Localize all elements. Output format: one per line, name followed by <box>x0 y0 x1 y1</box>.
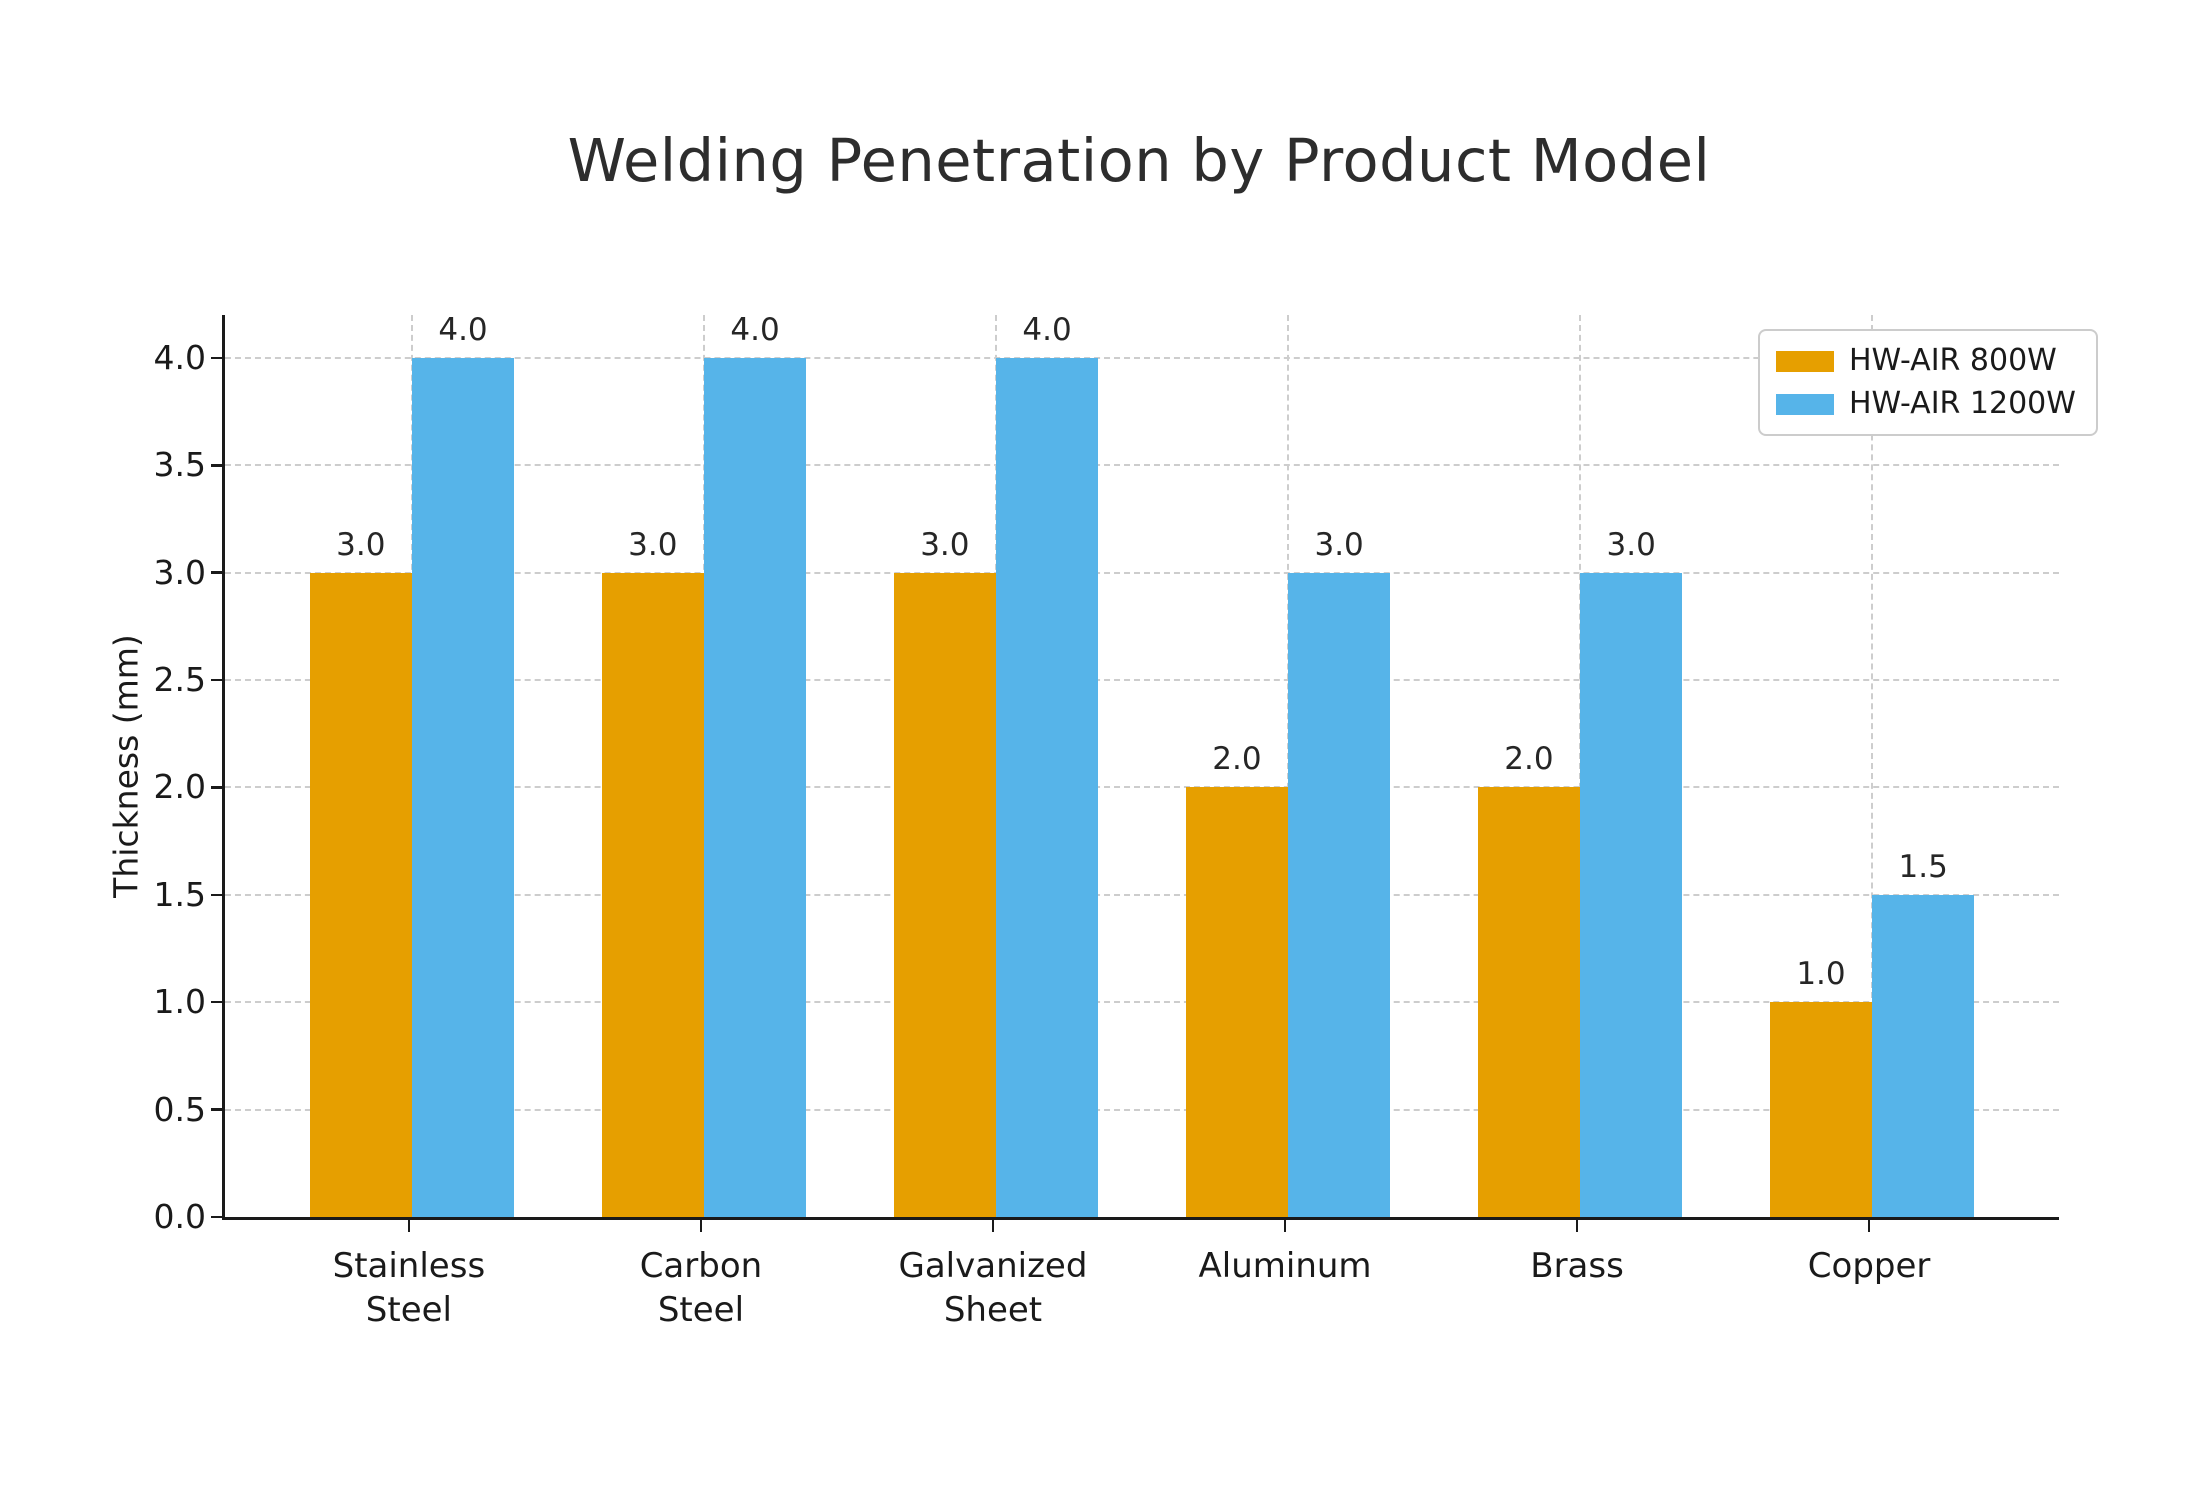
grid-line-horizontal <box>225 679 2059 682</box>
y-tick-label: 2.5 <box>153 660 206 700</box>
bar-value-label: 1.0 <box>1796 956 1846 993</box>
bar-value-label: 1.5 <box>1898 848 1948 885</box>
x-tick-label: Stainless Steel <box>332 1246 486 1330</box>
bar <box>1769 1002 1873 1217</box>
chart-title: Welding Penetration by Product Model <box>567 126 1711 195</box>
y-tick-label: 0.5 <box>153 1089 206 1129</box>
y-tick-label: 3.0 <box>153 552 206 592</box>
x-tick-label: Brass <box>1530 1246 1624 1286</box>
y-axis-tick <box>211 893 222 897</box>
grid-line-vertical <box>1871 315 1874 1217</box>
bar-value-label: 3.0 <box>1314 526 1364 563</box>
bar-value-label: 3.0 <box>1606 526 1656 563</box>
x-tick-label: Aluminum <box>1198 1246 1372 1286</box>
grid-line-horizontal <box>225 356 2059 359</box>
bar <box>411 357 515 1217</box>
x-axis-tick <box>1575 1220 1579 1232</box>
bar <box>1477 787 1581 1217</box>
legend-item: HW-AIR 1200W <box>1776 387 2076 421</box>
y-axis-tick <box>211 1000 222 1004</box>
legend-swatch <box>1776 350 1834 372</box>
grid-line-horizontal <box>225 464 2059 467</box>
y-tick-label: 4.0 <box>153 337 206 377</box>
x-axis-tick <box>991 1220 995 1232</box>
x-tick-label: Copper <box>1807 1246 1931 1286</box>
bar <box>995 357 1099 1217</box>
grid-line-horizontal <box>225 1001 2059 1004</box>
grid-line-horizontal <box>225 786 2059 789</box>
plot-area: 3.0 3.0 3.0 2.0 2.0 1.0 4.0 4.0 4.0 3.0 3.0 1.5 <box>222 311 2059 1220</box>
bar-value-label: 4.0 <box>1022 311 1072 348</box>
y-tick-label: 1.5 <box>153 874 206 914</box>
x-tick-label: Galvanized Sheet <box>898 1246 1088 1330</box>
x-tick-label: Carbon Steel <box>639 1246 763 1330</box>
y-axis-tick <box>211 464 222 467</box>
bar <box>309 572 412 1217</box>
x-axis-tick <box>1283 1220 1287 1232</box>
bar-value-label: 2.0 <box>1212 741 1262 778</box>
y-tick-label: 3.5 <box>153 445 206 485</box>
y-tick-label: 0.0 <box>153 1197 206 1236</box>
bar-value-label: 3.0 <box>336 526 386 563</box>
y-axis-tick <box>211 571 222 574</box>
legend-label: HW-AIR 800W <box>1849 343 2057 378</box>
legend-item: HW-AIR 800W <box>1776 344 2076 378</box>
legend: HW-AIR 800W HW-AIR 1200W <box>1758 329 2098 436</box>
bar-value-label: 4.0 <box>730 311 780 348</box>
bar-value-label: 3.0 <box>628 526 678 563</box>
x-axis-tick <box>1867 1220 1871 1232</box>
bar <box>1580 572 1683 1217</box>
y-axis-tick <box>211 678 222 682</box>
bar <box>601 572 704 1217</box>
x-axis-tick <box>407 1220 411 1232</box>
y-axis-tick <box>211 786 222 789</box>
bar-value-label: 3.0 <box>920 526 970 563</box>
bar <box>1288 572 1391 1217</box>
bar <box>1185 787 1288 1217</box>
grid-line-horizontal <box>225 893 2059 896</box>
bar-value-label: 4.0 <box>438 311 488 348</box>
legend-swatch <box>1776 393 1834 415</box>
y-axis-tick <box>211 356 222 360</box>
bar-value-label: 2.0 <box>1504 741 1554 778</box>
grid-line-horizontal <box>225 1108 2059 1111</box>
y-tick-label: 1.0 <box>153 982 206 1022</box>
bar <box>1872 894 1975 1217</box>
y-axis-tick <box>211 1215 222 1219</box>
y-axis-tick <box>211 1108 222 1111</box>
bar <box>893 572 996 1217</box>
grid-line-horizontal <box>225 571 2059 574</box>
bar <box>703 357 807 1217</box>
y-tick-label: 2.0 <box>153 767 206 807</box>
legend-label: HW-AIR 1200W <box>1849 386 2076 421</box>
x-axis-tick <box>699 1220 703 1232</box>
